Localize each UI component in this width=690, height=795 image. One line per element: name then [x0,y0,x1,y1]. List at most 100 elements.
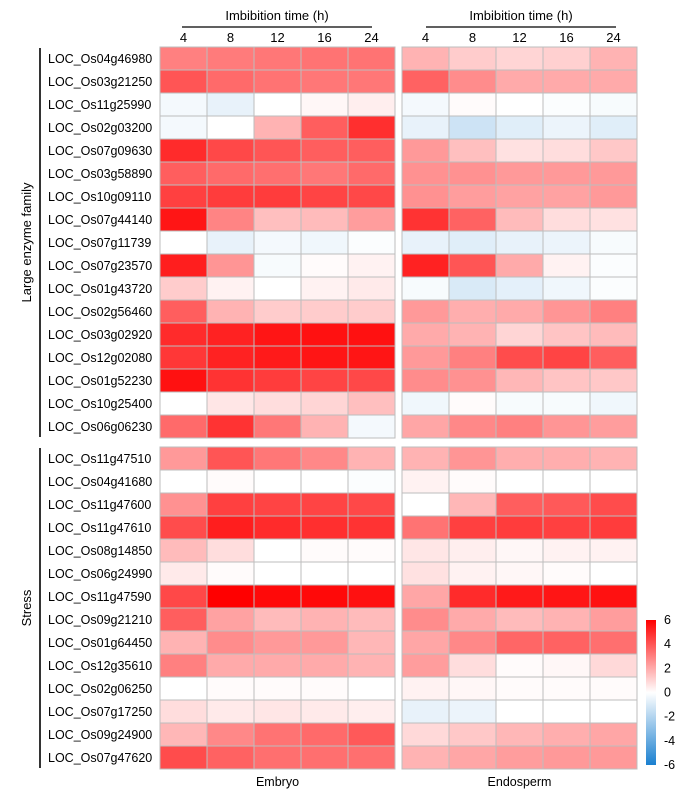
heatmap-cell [206,391,255,416]
heatmap-cell [495,653,544,678]
heatmap-cell [300,161,349,186]
heatmap-cell [448,446,497,471]
heatmap-cell [448,391,497,416]
row-label: LOC_Os07g44140 [48,213,152,227]
heatmap-cell [448,414,497,439]
row-label: LOC_Os04g41680 [48,475,152,489]
heatmap-cell [159,607,208,632]
heatmap-cell [300,515,349,540]
heatmap-cell [159,630,208,655]
heatmap-cell [542,322,591,347]
row-label: LOC_Os11g47590 [48,590,151,604]
heatmap-cell [347,368,396,393]
heatmap-cell [159,414,208,439]
heatmap-cell [448,469,497,494]
heatmap-cell [542,138,591,163]
heatmap-cell [206,115,255,140]
heatmap-cell [401,699,450,724]
heatmap-cell [300,538,349,563]
heatmap-cell [300,46,349,71]
heatmap-cell [589,745,638,770]
heatmap-cell [206,469,255,494]
heatmap-cell [589,92,638,117]
heatmap-cell [347,446,396,471]
heatmap-cell [495,538,544,563]
heatmap-cell [253,630,302,655]
row-label: LOC_Os01g64450 [48,636,152,650]
heatmap-cell [495,745,544,770]
heatmap-cell [401,414,450,439]
heatmap-cell [159,69,208,94]
colorbar-tick-label: 2 [664,661,671,675]
col-tick-label: 12 [270,30,284,45]
heatmap-cell [300,446,349,471]
heatmap-cell [347,276,396,301]
heatmap-cell [495,699,544,724]
heatmap-cell [401,469,450,494]
heatmap-cell [589,230,638,255]
heatmap-cell [159,92,208,117]
heatmap-cell [495,492,544,517]
heatmap-cell [159,207,208,232]
heatmap-cell [206,446,255,471]
heatmap-cell [542,515,591,540]
heatmap-cell [495,322,544,347]
heatmap-cell [159,161,208,186]
col-tick-label: 16 [559,30,573,45]
heatmap-cell [495,230,544,255]
heatmap-cell [300,253,349,278]
panel-label: Embryo [256,775,299,789]
heatmap-cell [542,368,591,393]
heatmap-cell [253,161,302,186]
heatmap-cell [542,345,591,370]
heatmap-cell [589,138,638,163]
heatmap-cell [206,607,255,632]
heatmap-cell [589,161,638,186]
heatmap-cell [448,368,497,393]
heatmap-cell [206,722,255,747]
heatmap-cell [253,345,302,370]
heatmap-cell [253,322,302,347]
heatmap-cell [401,345,450,370]
heatmap-cell [448,299,497,324]
heatmap-cell [542,184,591,209]
row-label: LOC_Os12g02080 [48,351,152,365]
heatmap-cell [159,722,208,747]
heatmap-cell [347,469,396,494]
heatmap-cell [495,584,544,609]
heatmap-cell [589,414,638,439]
heatmap-cell [495,92,544,117]
row-label: LOC_Os09g24900 [48,728,152,742]
heatmap-cell [401,561,450,586]
heatmap-cell [253,207,302,232]
heatmap-cell [300,368,349,393]
heatmap-cell [542,207,591,232]
heatmap-cell [159,515,208,540]
heatmap-cell [347,299,396,324]
heatmap-cell [253,607,302,632]
heatmap-cell [589,469,638,494]
heatmap-cell [401,299,450,324]
heatmap-cell [589,653,638,678]
heatmap-cell [448,722,497,747]
heatmap-cell [159,230,208,255]
heatmap-cell [589,676,638,701]
heatmap-cell [401,138,450,163]
heatmap-cell [448,207,497,232]
heatmap-cell [495,414,544,439]
heatmap-cell [401,515,450,540]
heatmap-cell [253,722,302,747]
heatmap-cell [448,699,497,724]
heatmap-cell [495,630,544,655]
row-label: LOC_Os06g24990 [48,567,152,581]
heatmap-cell [495,345,544,370]
heatmap-cell [300,276,349,301]
heatmap-cell [300,230,349,255]
heatmap-cell [300,607,349,632]
heatmap-cell [495,299,544,324]
heatmap-cell [589,207,638,232]
heatmap-cell [347,745,396,770]
heatmap-cell [159,345,208,370]
heatmap-cell [347,345,396,370]
heatmap-cell [300,138,349,163]
